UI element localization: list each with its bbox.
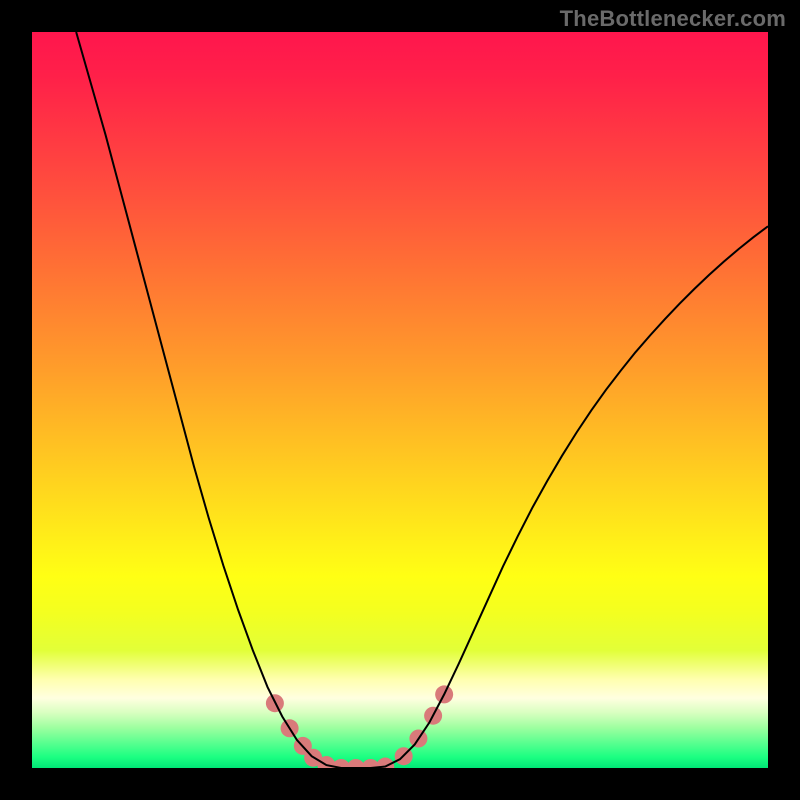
chart-frame: TheBottlenecker.com — [0, 0, 800, 800]
markers-group — [266, 685, 453, 768]
chart-svg — [32, 32, 768, 768]
bottleneck-curve — [76, 32, 768, 768]
watermark-text: TheBottlenecker.com — [560, 6, 786, 32]
plot-area — [32, 32, 768, 768]
